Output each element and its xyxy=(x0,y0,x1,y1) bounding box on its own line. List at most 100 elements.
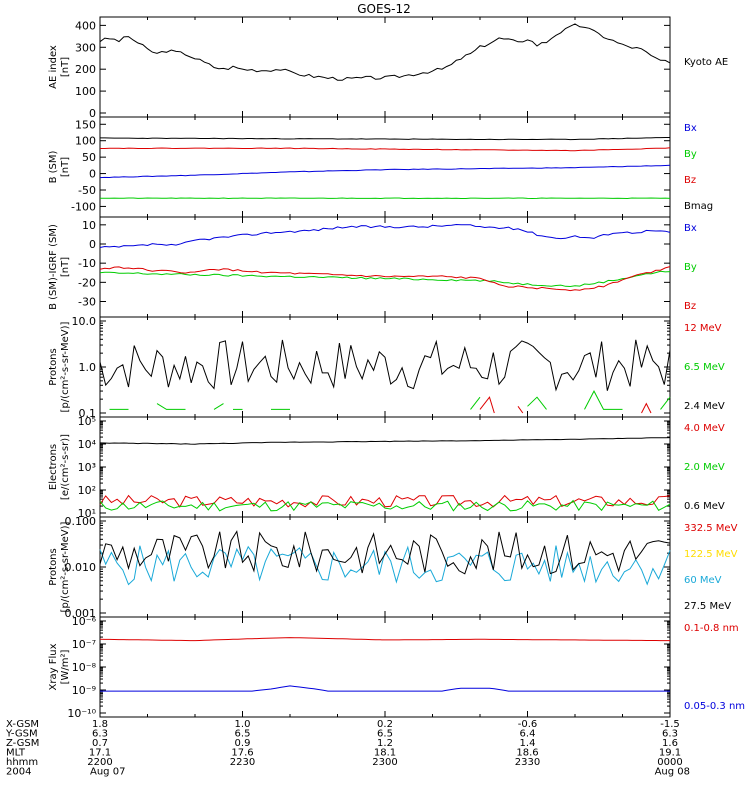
bottom-row-value: 6.5 xyxy=(377,729,393,740)
y-tick-label: 10⁵ xyxy=(78,415,96,428)
y-tick-label: 10⁻⁶ xyxy=(72,615,97,628)
bottom-row-value: 2200 xyxy=(87,757,112,768)
bottom-row-label: MLT xyxy=(6,748,26,759)
y-tick-label: -100 xyxy=(71,200,96,213)
legend-0-1-0-8-nm: 0.1-0.8 nm xyxy=(684,623,739,634)
legend-bz: Bz xyxy=(684,301,696,312)
chart-title: GOES-12 xyxy=(357,2,411,16)
panel-bigrf: -30 -20 -10 0 10 B (SM)-IGRF (SM) [nT] Bx By Bz xyxy=(48,216,697,318)
legend-6-5-mev: 6.5 MeV xyxy=(684,362,725,373)
series-line-6-5-mev xyxy=(527,396,547,410)
bottom-row-label: 2004 xyxy=(6,767,31,778)
panel-frame xyxy=(99,516,671,618)
legend-by: By xyxy=(684,149,697,160)
series-line-0-6-mev xyxy=(99,437,671,445)
legend-0-05-0-3-nm: 0.05-0.3 nm xyxy=(684,701,745,712)
legend-0-6-mev: 0.6 MeV xyxy=(684,501,725,512)
bottom-row-value: 1.4 xyxy=(520,738,536,749)
series-line-kyoto-ae xyxy=(99,23,671,81)
bottom-row-value: 2300 xyxy=(372,757,397,768)
legend-122-5-mev: 122.5 MeV xyxy=(684,549,738,560)
panel-protons1: 0.1 1.0 10.0 Protons [p/(cm²-s-sr-MeV)] 12 Me… xyxy=(48,315,725,420)
y-axis-title: AE index xyxy=(48,45,59,89)
bottom-row-value: 1.2 xyxy=(377,738,393,749)
bottom-row-value: 0000 xyxy=(657,757,682,768)
bottom-row-label: Z-GSM xyxy=(6,738,39,749)
series-line-by xyxy=(100,197,671,200)
bottom-row-value: 6.4 xyxy=(520,729,536,740)
bottom-row-value: 19.1 xyxy=(659,748,681,759)
panel-bsm: -100 -50 0 50 100 150 B (SM) [nT] Bx By Bz Bmag xyxy=(48,116,713,218)
bottom-row-value: 18.6 xyxy=(516,748,538,759)
bottom-row-value: 6.5 xyxy=(235,729,251,740)
legend-332-5-mev: 332.5 MeV xyxy=(684,523,738,534)
legend-kyoto-ae: Kyoto AE xyxy=(684,57,728,68)
y-tick-label: -50 xyxy=(78,184,96,197)
bottom-row-value: 2230 xyxy=(230,757,255,768)
bottom-row-value: -1.5 xyxy=(660,719,680,730)
panel-frame xyxy=(99,16,671,118)
y-axis-unit: [nT] xyxy=(60,57,71,77)
y-tick-label: 10³ xyxy=(78,461,96,474)
y-tick-label: 150 xyxy=(75,118,96,131)
y-tick-label: 0 xyxy=(89,168,96,181)
series-line-0-1-0-8-nm xyxy=(99,637,670,642)
series-line-6-5-mev xyxy=(660,396,671,410)
bottom-row-value: 17.1 xyxy=(89,748,111,759)
y-axis-unit: [p/(cm²-s-sr-MeV)] xyxy=(60,321,71,412)
y-axis-title: B (SM)-IGRF (SM) xyxy=(48,224,59,310)
series-line-2-0-mev xyxy=(99,499,671,512)
panel-protons2: 0.001 0.010 0.100 Protons [p/(cm²-s-sr-MeV)]… xyxy=(48,515,738,620)
legend-bz: Bz xyxy=(684,175,696,186)
y-tick-label: 50 xyxy=(82,151,96,164)
series-line-6-5-mev xyxy=(584,390,623,410)
bottom-row-value: 17.6 xyxy=(231,748,253,759)
panel-frame xyxy=(99,216,671,318)
bottom-row-value: 1.0 xyxy=(235,719,251,730)
panel-electrons: 10¹ 10² 10³ 10⁴ 10⁵ Electrons [e/(cm²-s-sr)] 4.… xyxy=(48,415,725,520)
series-line-bx xyxy=(99,223,671,248)
legend-12-mev: 12 MeV xyxy=(684,323,722,334)
y-tick-label: 10⁻⁹ xyxy=(72,684,96,697)
series-line-27-5-mev xyxy=(99,530,671,575)
legend-4-0-mev: 4.0 MeV xyxy=(684,423,725,434)
y-tick-label: 100 xyxy=(75,135,96,148)
legend-by: By xyxy=(684,262,697,273)
y-tick-label: 10 xyxy=(82,219,96,232)
legend-2-0-mev: 2.0 MeV xyxy=(684,462,725,473)
series-line-4-0-mev xyxy=(99,494,671,508)
series-line-12-mev xyxy=(517,406,524,414)
series-line-2-4-mev xyxy=(99,339,671,392)
y-tick-label: -30 xyxy=(78,296,96,309)
series-line-6-5-mev xyxy=(156,403,186,410)
series-line-6-5-mev xyxy=(213,403,224,410)
series-line-bz xyxy=(100,147,671,152)
series-line-bx xyxy=(99,164,671,179)
y-tick-label: 10¹ xyxy=(78,507,96,520)
legend-bx: Bx xyxy=(684,223,697,234)
y-tick-label: 10.0 xyxy=(72,315,97,328)
bottom-row-value: 0.7 xyxy=(92,738,108,749)
bottom-row-label: hhmm xyxy=(6,757,38,768)
y-tick-label: 10⁻⁷ xyxy=(72,638,96,651)
series-line-0-05-0-3-nm xyxy=(100,685,670,692)
y-tick-label: 0 xyxy=(89,107,96,120)
y-tick-label: 400 xyxy=(75,19,96,32)
series-line-6-5-mev xyxy=(470,396,481,410)
bottom-row-value: Aug 07 xyxy=(90,767,125,778)
y-axis-unit: [e/(cm²-s-sr)] xyxy=(60,434,71,500)
y-axis-title: Protons xyxy=(48,548,59,585)
y-tick-label: 10² xyxy=(78,484,96,497)
bottom-row-value: 6.3 xyxy=(662,729,678,740)
y-axis-title: Xray Flux xyxy=(48,643,59,690)
y-tick-label: 100 xyxy=(75,85,96,98)
bottom-row-value: 18.1 xyxy=(374,748,396,759)
bottom-row-value: Aug 08 xyxy=(655,767,690,778)
panel-frame xyxy=(99,316,671,418)
y-tick-label: 10⁻¹⁰ xyxy=(67,707,96,720)
legend-bx: Bx xyxy=(684,123,697,134)
y-tick-label: 0.100 xyxy=(65,515,97,528)
panel-xray: 10⁻¹⁰ 10⁻⁹ 10⁻⁸ 10⁻⁷ 10⁻⁶ Xray Flux [W/m²] 0.1-… xyxy=(48,615,745,720)
bottom-row-label: Y-GSM xyxy=(5,729,38,740)
